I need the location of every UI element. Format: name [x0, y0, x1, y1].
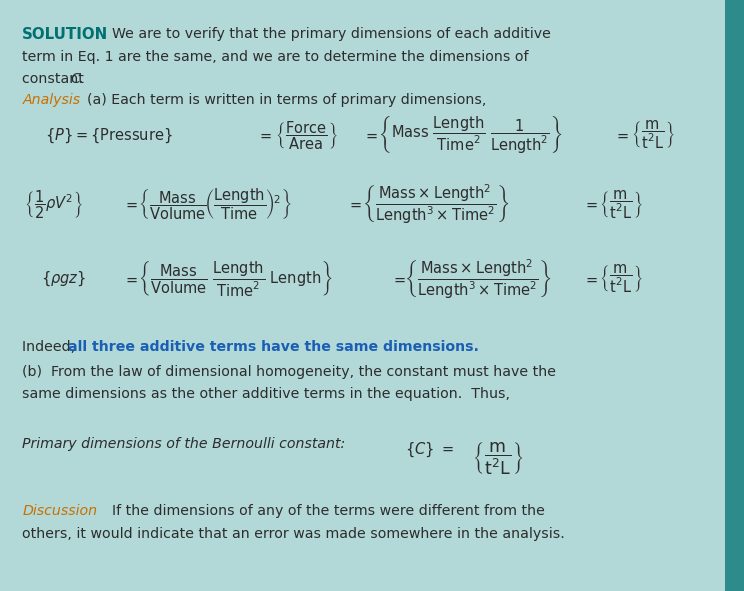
Bar: [725, 0, 744, 591]
Text: .: .: [78, 72, 83, 86]
Text: If the dimensions of any of the terms were different from the: If the dimensions of any of the terms we…: [103, 504, 545, 518]
Text: Primary dimensions of the Bernoulli constant:: Primary dimensions of the Bernoulli cons…: [22, 437, 345, 452]
Text: same dimensions as the other additive terms in the equation.  Thus,: same dimensions as the other additive te…: [22, 387, 510, 401]
Text: $\{C\}\ =$: $\{C\}\ =$: [405, 440, 455, 459]
Text: $\left\{\dfrac{\mathrm{Mass}\times\mathrm{Length}^2}{\mathrm{Length}^3\times\mat: $\left\{\dfrac{\mathrm{Mass}\times\mathr…: [362, 183, 510, 226]
Text: C: C: [70, 72, 80, 86]
Text: $\left\{\dfrac{\mathrm{m}}{\mathrm{t}^2\mathrm{L}}\right\}$: $\left\{\dfrac{\mathrm{m}}{\mathrm{t}^2\…: [599, 189, 643, 220]
Text: constant: constant: [22, 72, 89, 86]
Text: Analysis: Analysis: [22, 93, 80, 107]
Text: others, it would indicate that an error was made somewhere in the analysis.: others, it would indicate that an error …: [22, 527, 565, 541]
Text: $\left\{\dfrac{\mathrm{Mass}}{\mathrm{Volume}}\!\left(\dfrac{\mathrm{Length}}{\m: $\left\{\dfrac{\mathrm{Mass}}{\mathrm{Vo…: [138, 187, 292, 222]
Text: $=$: $=$: [257, 128, 272, 143]
Text: $\left\{\mathrm{Mass}\ \dfrac{\mathrm{Length}}{\mathrm{Time}^2}\ \dfrac{1}{\math: $\left\{\mathrm{Mass}\ \dfrac{\mathrm{Le…: [378, 115, 563, 156]
Text: $=$: $=$: [391, 271, 406, 287]
Text: $\left\{\dfrac{\mathrm{m}}{\mathrm{t}^2\mathrm{L}}\right\}$: $\left\{\dfrac{\mathrm{m}}{\mathrm{t}^2\…: [599, 263, 643, 295]
Text: $\left\{\dfrac{\mathrm{m}}{\mathrm{t}^2\mathrm{L}}\right\}$: $\left\{\dfrac{\mathrm{m}}{\mathrm{t}^2\…: [472, 440, 524, 476]
Text: $=$: $=$: [614, 128, 629, 143]
Text: SOLUTION: SOLUTION: [22, 27, 109, 41]
Text: $\left\{\dfrac{1}{2}\rho V^2\right\}$: $\left\{\dfrac{1}{2}\rho V^2\right\}$: [24, 188, 83, 221]
Text: all three additive terms have the same dimensions.: all three additive terms have the same d…: [68, 340, 479, 354]
Text: $=$: $=$: [347, 197, 363, 212]
Text: $\left\{\dfrac{\mathrm{m}}{\mathrm{t}^2\mathrm{L}}\right\}$: $\left\{\dfrac{\mathrm{m}}{\mathrm{t}^2\…: [631, 119, 675, 151]
Text: Indeed,: Indeed,: [22, 340, 80, 354]
Text: $=$: $=$: [583, 271, 598, 287]
Text: $=$: $=$: [123, 197, 138, 212]
Text: Discussion: Discussion: [22, 504, 97, 518]
Text: (a) Each term is written in terms of primary dimensions,: (a) Each term is written in terms of pri…: [78, 93, 487, 107]
Text: $\{\rho gz\}$: $\{\rho gz\}$: [41, 269, 86, 288]
Text: term in Eq. 1 are the same, and we are to determine the dimensions of: term in Eq. 1 are the same, and we are t…: [22, 50, 529, 64]
Text: $\left\{\dfrac{\mathrm{Mass}}{\mathrm{Volume}}\ \dfrac{\mathrm{Length}}{\mathrm{: $\left\{\dfrac{\mathrm{Mass}}{\mathrm{Vo…: [138, 259, 333, 298]
Text: We are to verify that the primary dimensions of each additive: We are to verify that the primary dimens…: [103, 27, 551, 41]
Text: $=$: $=$: [363, 128, 379, 143]
Text: $\left\{\dfrac{\mathrm{Mass}\times\mathrm{Length}^2}{\mathrm{Length}^3\times\mat: $\left\{\dfrac{\mathrm{Mass}\times\mathr…: [404, 257, 551, 301]
Text: $\left\{\dfrac{\mathrm{Force}}{\mathrm{Area}}\right\}$: $\left\{\dfrac{\mathrm{Force}}{\mathrm{A…: [275, 119, 339, 152]
Text: $\{P\} = \{\mathrm{Pressure}\}$: $\{P\} = \{\mathrm{Pressure}\}$: [45, 126, 173, 145]
Text: $=$: $=$: [123, 271, 138, 287]
Text: (b)  From the law of dimensional homogeneity, the constant must have the: (b) From the law of dimensional homogene…: [22, 365, 557, 379]
Text: $=$: $=$: [583, 197, 598, 212]
